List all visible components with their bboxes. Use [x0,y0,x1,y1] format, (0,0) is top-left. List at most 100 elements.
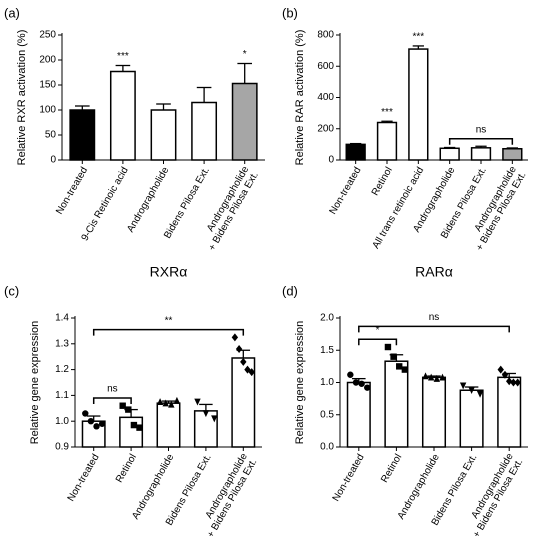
y-tick-label: 1.0 [55,416,69,427]
y-tick-label: 1.2 [55,364,69,375]
significance-label: ns [429,312,440,323]
bar [459,389,484,448]
data-point [501,370,509,379]
significance-bracket [358,325,510,333]
bar [439,147,460,161]
chart-title: RXRα [150,264,188,280]
data-point [235,344,243,353]
data-point [240,357,247,366]
significance-label: *** [381,107,393,118]
data-point [510,378,517,387]
x-tick-label: Retinol [370,165,395,197]
panel-label: (a) [4,5,20,20]
significance-label: *** [117,51,129,62]
data-point [211,415,218,423]
data-point [202,410,210,418]
data-point [194,398,201,406]
y-tick-label: 150 [39,80,56,91]
data-point [82,410,89,417]
bar [497,376,522,448]
x-tick-label: 9-Cis Retinoic acid [80,165,131,243]
y-tick-label: 600 [317,61,334,72]
data-point [168,400,175,408]
bar [376,121,398,161]
chart-title: RARα [415,264,453,280]
data-point [231,333,239,342]
significance-bracket [92,328,245,336]
panel-label: (c) [4,283,19,298]
data-point [162,399,169,407]
y-tick-label: 200 [317,123,334,134]
bar [191,101,218,161]
data-point [468,387,475,394]
bar [345,143,366,161]
x-tick-label: Andrographolide [125,165,171,234]
y-tick-label: 800 [317,30,334,41]
data-point [93,423,100,430]
data-point [427,373,435,381]
y-axis-label: Relative RXR activation (%) [16,30,28,166]
bar [156,402,181,448]
x-tick-label: Retinol [379,452,404,484]
significance-bracket [92,397,132,404]
bar [384,360,409,448]
y-tick-label: 1.4 [55,313,69,324]
y-tick-label: 50 [45,130,57,141]
significance-label: * [376,325,380,336]
data-point [439,373,446,381]
data-point [347,371,354,378]
y-tick-label: 0 [328,155,334,166]
data-point [136,424,143,431]
y-tick-label: 1.3 [55,338,69,349]
significance-label: ns [476,124,487,135]
y-tick-label: 1.0 [320,377,334,388]
y-tick-label: 1.1 [55,390,69,401]
significance-label: ** [165,315,173,326]
y-tick-label: 0.9 [55,442,69,453]
data-point [156,398,164,406]
data-point [514,378,521,387]
panel-label: (d) [282,283,298,298]
panel-label: (b) [282,5,298,20]
y-tick-label: 2.0 [320,313,334,324]
data-point [125,406,132,413]
data-point [433,374,441,382]
y-tick-label: 250 [39,30,56,41]
data-point [358,380,365,387]
significance-label: ns [107,384,118,395]
data-point [364,384,371,391]
data-point [384,343,392,351]
y-tick-label: 200 [39,55,56,66]
x-tick-label: Non-treated [331,452,367,503]
data-point [87,418,95,425]
data-point [476,390,484,398]
bar [470,147,492,161]
data-point [497,365,504,374]
significance-label: * [243,49,247,60]
data-point [401,366,409,373]
y-tick-label: 0.0 [320,442,334,453]
data-point [459,382,467,390]
y-tick-label: 1.5 [320,345,334,356]
data-point [422,372,429,380]
data-point [98,420,106,427]
data-point [352,379,360,386]
y-axis-label: Relative gene expression [29,321,41,445]
y-axis-label: Relative gene expression [294,321,306,445]
bar [502,148,523,161]
significance-bracket [358,338,398,346]
x-tick-label: Bidens Pilosa Ext. [162,165,212,240]
data-point [248,368,255,377]
data-point [396,363,403,370]
significance-label: *** [412,32,424,43]
y-tick-label: 400 [317,92,334,103]
bar [421,376,447,448]
bar [150,109,177,161]
bar [231,82,258,161]
significance-bracket [448,138,514,145]
data-point [390,353,397,360]
y-tick-label: 0.5 [320,409,334,420]
x-tick-label: Non-treated [328,165,364,216]
bar [119,416,144,448]
